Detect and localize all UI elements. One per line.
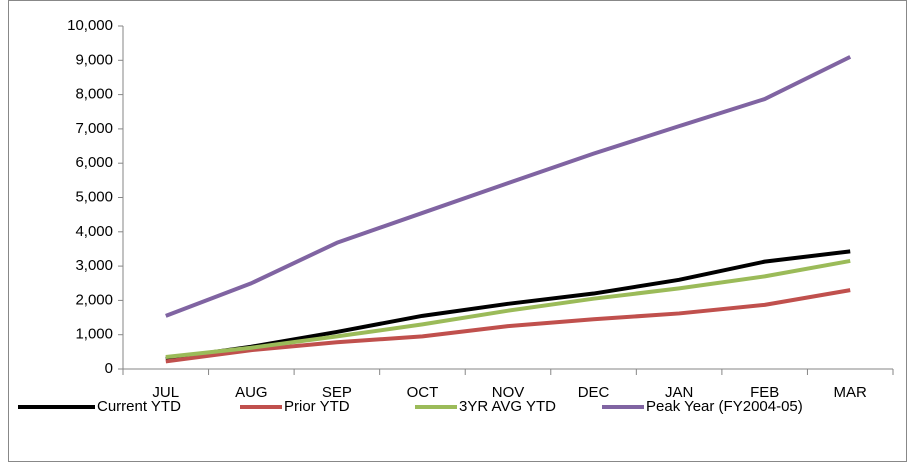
x-tick-label: NOV [492,384,525,401]
legend-label: Prior YTD [284,398,350,415]
legend-label: 3YR AVG YTD [459,398,556,415]
series-line [165,258,851,359]
x-tick-label: FEB [750,384,779,401]
y-tick-label: 10,000 [67,17,113,34]
y-tick-label: 6,000 [75,154,113,171]
x-tick-label: AUG [235,384,268,401]
y-tick-label: 7,000 [75,120,113,137]
y-tick-label: 5,000 [75,188,113,205]
x-tick-label: SEP [322,384,352,401]
y-tick-label: 8,000 [75,86,113,103]
chart-border [8,0,907,462]
series-line [165,55,852,318]
y-tick-label: 1,000 [75,326,113,343]
x-tick-label: JUL [152,384,179,401]
legend-label: Peak Year (FY2004-05) [646,398,803,415]
series-line [165,249,851,361]
x-tick-label: DEC [578,384,610,401]
x-tick-label: OCT [407,384,439,401]
x-tick-label: MAR [834,384,868,401]
series-line [165,288,851,364]
x-tick-label: JAN [665,384,693,401]
y-tick-label: 4,000 [75,223,113,240]
legend-label: Current YTD [97,398,181,415]
y-tick-label: 0 [105,360,113,377]
y-tick-label: 2,000 [75,291,113,308]
y-tick-label: 3,000 [75,257,113,274]
y-tick-label: 9,000 [75,51,113,68]
